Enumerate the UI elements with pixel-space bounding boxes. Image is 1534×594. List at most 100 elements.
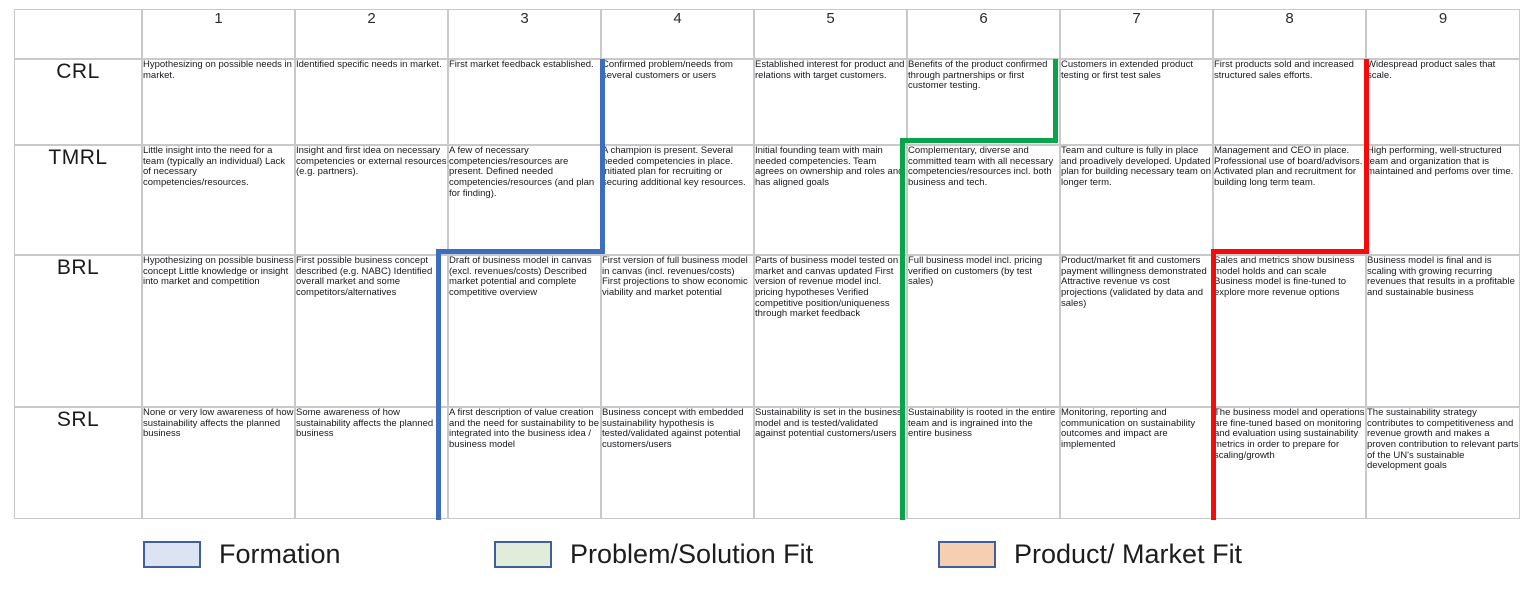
legend-label-problem-solution-fit: Problem/Solution Fit — [570, 539, 814, 569]
matrix-cell-crl-1: Hypothesizing on possible needs in marke… — [142, 59, 295, 145]
cell-text: Sustainability is set in the business mo… — [755, 407, 902, 440]
legend-label-product-market-fit: Product/ Market Fit — [1014, 539, 1243, 569]
stage-legend: Formation Problem/Solution Fit Product/ … — [0, 535, 1534, 585]
cell-text: Full business model incl. pricing verifi… — [908, 255, 1043, 288]
legend-item-problem-solution-fit: Problem/Solution Fit — [494, 541, 813, 568]
cell-text: A first description of value creation an… — [449, 407, 599, 450]
cell-text: Hypothesizing on possible business conce… — [143, 255, 294, 288]
matrix-cell-crl-3: First market feedback established. — [448, 59, 601, 145]
matrix-row: BRL Hypothesizing on possible business co… — [14, 255, 1520, 407]
column-header-5: 5 — [754, 9, 907, 59]
cell-text: Established interest for product and rel… — [755, 59, 905, 81]
cell-text: Business model is final and is scaling w… — [1367, 255, 1515, 298]
cell-text: Management and CEO in place. Professiona… — [1214, 145, 1363, 188]
cell-text: First version of full business model in … — [602, 255, 748, 298]
cell-text: First market feedback established. — [449, 59, 594, 70]
matrix-cell-tmrl-2: Insight and first idea on necessary comp… — [295, 145, 448, 255]
matrix-row: CRL Hypothesizing on possible needs in ma… — [14, 59, 1520, 145]
legend-swatch-problem-solution-fit — [494, 541, 552, 568]
cell-text: Identified specific needs in market. — [296, 59, 442, 70]
column-header-9: 9 — [1366, 9, 1520, 59]
matrix-cell-brl-6: Full business model incl. pricing verifi… — [907, 255, 1060, 407]
cell-text: First products sold and increased struct… — [1214, 59, 1354, 81]
matrix-cell-brl-8: Sales and metrics show business model ho… — [1213, 255, 1366, 407]
matrix-cell-crl-7: Customers in extended product testing or… — [1060, 59, 1213, 145]
matrix-cell-brl-7: Product/market fit and customers payment… — [1060, 255, 1213, 407]
cell-text: Some awareness of how sustainability aff… — [296, 407, 434, 440]
legend-swatch-product-market-fit — [938, 541, 996, 568]
column-header-8: 8 — [1213, 9, 1366, 59]
matrix-cell-srl-8: The business model and operations are fi… — [1213, 407, 1366, 519]
cell-text: Sales and metrics show business model ho… — [1214, 255, 1355, 298]
matrix-cell-brl-1: Hypothesizing on possible business conce… — [142, 255, 295, 407]
matrix-cell-srl-7: Monitoring, reporting and communication … — [1060, 407, 1213, 519]
matrix-cell-brl-4: First version of full business model in … — [601, 255, 754, 407]
row-label-tmrl: TMRL — [14, 145, 142, 255]
column-header-7: 7 — [1060, 9, 1213, 59]
column-header-3: 3 — [448, 9, 601, 59]
matrix-cell-tmrl-5: Initial founding team with main needed c… — [754, 145, 907, 255]
cell-text: A champion is present. Several needed co… — [602, 145, 746, 188]
legend-label-formation: Formation — [219, 539, 341, 569]
matrix-row: SRL None or very low awareness of how sus… — [14, 407, 1520, 519]
matrix-corner-cell — [14, 9, 142, 59]
column-header-2: 2 — [295, 9, 448, 59]
cell-text: Complementary, diverse and committed tea… — [908, 145, 1054, 188]
column-header-6: 6 — [907, 9, 1060, 59]
column-header-1: 1 — [142, 9, 295, 59]
cell-text: Monitoring, reporting and communication … — [1061, 407, 1196, 450]
cell-text: Customers in extended product testing or… — [1061, 59, 1194, 81]
cell-text: Confirmed problem/needs from several cus… — [602, 59, 733, 81]
cell-text: Draft of business model in canvas (excl.… — [449, 255, 592, 298]
matrix-cell-crl-2: Identified specific needs in market. — [295, 59, 448, 145]
matrix-cell-tmrl-6: Complementary, diverse and committed tea… — [907, 145, 1060, 255]
cell-text: Benefits of the product confirmed throug… — [908, 59, 1048, 92]
cell-text: Hypothesizing on possible needs in marke… — [143, 59, 292, 81]
legend-swatch-formation — [143, 541, 201, 568]
matrix-cell-crl-6: Benefits of the product confirmed throug… — [907, 59, 1060, 145]
matrix-cell-srl-1: None or very low awareness of how sustai… — [142, 407, 295, 519]
cell-text: Little insight into the need for a team … — [143, 145, 286, 188]
cell-text: The sustainability strategy contributes … — [1367, 407, 1519, 472]
matrix-cell-srl-6: Sustainability is rooted in the entire t… — [907, 407, 1060, 519]
matrix-cell-brl-9: Business model is final and is scaling w… — [1366, 255, 1520, 407]
matrix-cell-brl-5: Parts of business model tested on market… — [754, 255, 907, 407]
matrix-cell-tmrl-7: Team and culture is fully in place and p… — [1060, 145, 1213, 255]
cell-text: Business concept with embedded sustainab… — [602, 407, 744, 450]
matrix-cell-srl-3: A first description of value creation an… — [448, 407, 601, 519]
matrix-cell-tmrl-4: A champion is present. Several needed co… — [601, 145, 754, 255]
matrix-row: TMRL Little insight into the need for a t… — [14, 145, 1520, 255]
row-label-srl: SRL — [14, 407, 142, 519]
matrix-cell-crl-8: First products sold and increased struct… — [1213, 59, 1366, 145]
matrix-cell-brl-2: First possible business concept describe… — [295, 255, 448, 407]
matrix-cell-tmrl-9: High performing, well-structured team an… — [1366, 145, 1520, 255]
cell-text: Parts of business model tested on market… — [755, 255, 899, 320]
cell-text: A few of necessary competencies/resource… — [449, 145, 595, 199]
cell-text: Initial founding team with main needed c… — [755, 145, 904, 188]
matrix-cell-crl-5: Established interest for product and rel… — [754, 59, 907, 145]
maturity-level-matrix: 1 2 3 4 5 6 7 8 9 CRL Hypothesizing on possible ne… — [14, 9, 1520, 519]
legend-item-product-market-fit: Product/ Market Fit — [938, 541, 1242, 568]
cell-text: None or very low awareness of how sustai… — [143, 407, 294, 440]
cell-text: First possible business concept describe… — [296, 255, 433, 298]
matrix-cell-crl-9: Widespread product sales that scale. — [1366, 59, 1520, 145]
matrix-cell-brl-3: Draft of business model in canvas (excl.… — [448, 255, 601, 407]
column-header-4: 4 — [601, 9, 754, 59]
cell-text: The business model and operations are fi… — [1214, 407, 1365, 461]
matrix-cell-srl-9: The sustainability strategy contributes … — [1366, 407, 1520, 519]
matrix-cell-tmrl-3: A few of necessary competencies/resource… — [448, 145, 601, 255]
legend-item-formation: Formation — [143, 541, 341, 568]
matrix-cell-srl-5: Sustainability is set in the business mo… — [754, 407, 907, 519]
cell-text: Insight and first idea on necessary comp… — [296, 145, 447, 178]
matrix-cell-tmrl-1: Little insight into the need for a team … — [142, 145, 295, 255]
cell-text: Team and culture is fully in place and p… — [1061, 145, 1211, 188]
cell-text: High performing, well-structured team an… — [1367, 145, 1514, 178]
row-label-crl: CRL — [14, 59, 142, 145]
matrix-cell-tmrl-8: Management and CEO in place. Professiona… — [1213, 145, 1366, 255]
cell-text: Widespread product sales that scale. — [1367, 59, 1496, 81]
matrix-cell-srl-4: Business concept with embedded sustainab… — [601, 407, 754, 519]
cell-text: Product/market fit and customers payment… — [1061, 255, 1207, 309]
matrix-cell-crl-4: Confirmed problem/needs from several cus… — [601, 59, 754, 145]
